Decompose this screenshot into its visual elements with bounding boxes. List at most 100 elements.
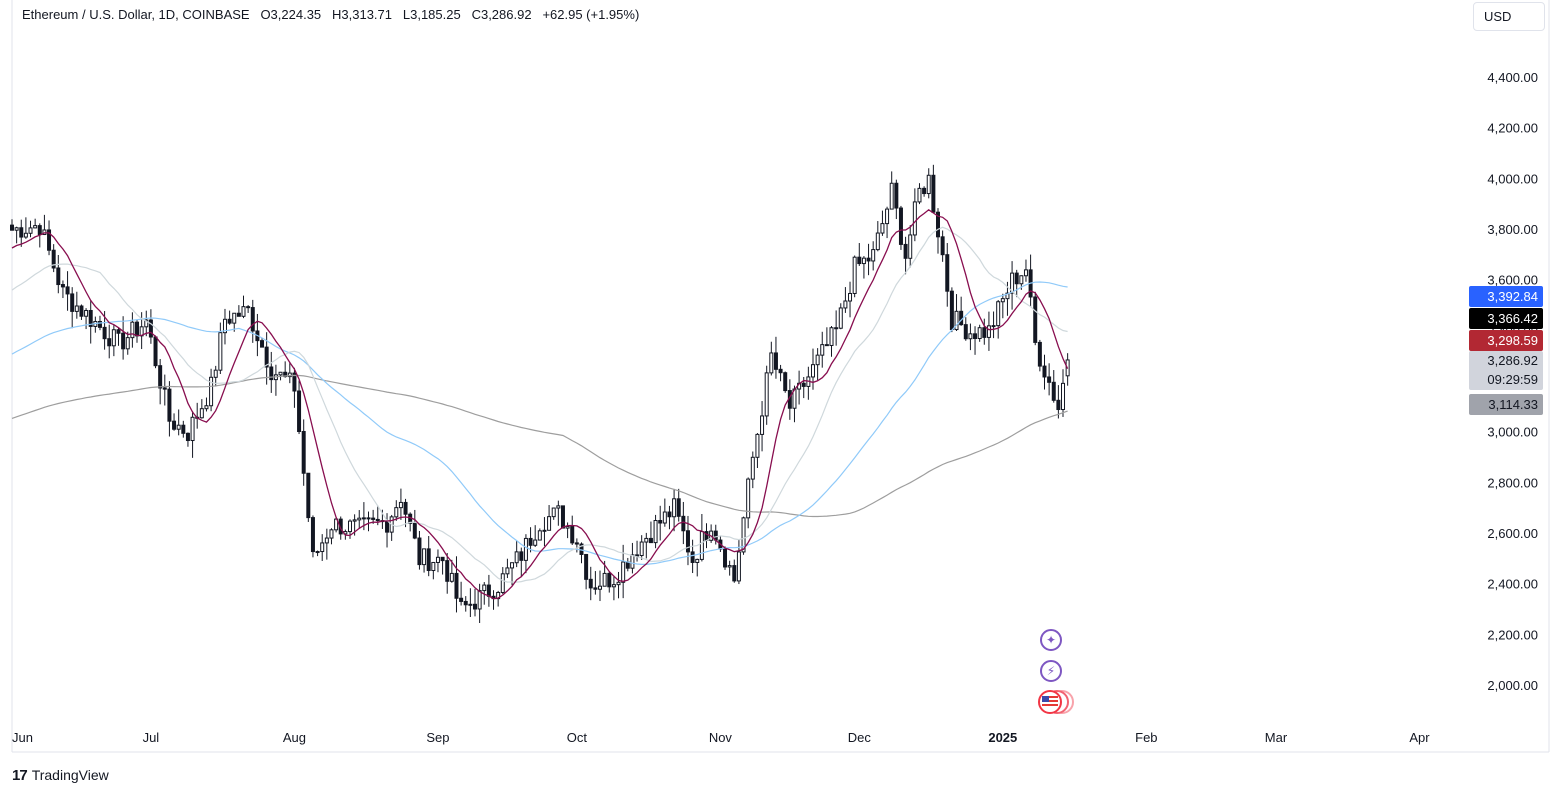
candle-up — [810, 364, 815, 378]
candle-down — [153, 336, 158, 367]
candle-down — [723, 548, 728, 568]
candle-down — [584, 553, 589, 580]
candle-up — [28, 227, 33, 234]
candle-down — [70, 293, 75, 312]
candle-down — [375, 518, 380, 522]
candle-down — [783, 372, 788, 392]
candle-up — [736, 551, 741, 582]
candle-up — [468, 603, 473, 606]
candle-down — [607, 572, 612, 588]
candle-up — [199, 408, 204, 419]
tradingview-logo[interactable]: 17 TradingView — [12, 764, 109, 786]
ma-long-line — [11, 374, 1068, 518]
candle-down — [658, 519, 663, 524]
ma-gray-price-label: 3,114.33 — [1469, 394, 1543, 415]
candle-down — [690, 551, 695, 563]
candle-down — [445, 560, 450, 582]
candle-down — [297, 390, 302, 432]
candle-up — [144, 319, 149, 328]
candle-down — [1056, 399, 1061, 411]
candle-down — [635, 554, 640, 557]
candle-up — [917, 187, 922, 203]
candle-up — [838, 307, 843, 329]
candle-up — [885, 208, 890, 225]
candle-up — [477, 590, 482, 610]
candle-up — [727, 565, 732, 568]
candle-up — [598, 585, 603, 590]
candle-up — [232, 312, 237, 324]
candle-down — [732, 565, 737, 582]
candle-down — [894, 182, 899, 209]
candle-down — [148, 319, 153, 338]
sparkle-icon[interactable]: ✦ — [1040, 629, 1062, 651]
candle-down — [167, 388, 172, 422]
candle-up — [1019, 275, 1024, 285]
candle-up — [1023, 269, 1028, 277]
candle-up — [639, 541, 644, 557]
us-flag-icon[interactable] — [1038, 690, 1062, 714]
candle-up — [848, 292, 853, 302]
tradingview-mark-icon: 17 — [12, 766, 28, 784]
candle-down — [574, 542, 579, 545]
candle-up — [547, 516, 552, 531]
candle-down — [570, 525, 575, 544]
currency-button[interactable]: USD — [1473, 2, 1545, 31]
candle-down — [866, 257, 871, 262]
ma-mid-line — [11, 281, 1068, 565]
candle-up — [510, 562, 515, 569]
candle-down — [116, 329, 121, 334]
candle-up — [996, 301, 1001, 327]
candle-down — [158, 365, 163, 389]
legend-open: O3,224.35 — [260, 7, 322, 22]
candle-down — [463, 600, 468, 606]
candle-up — [449, 572, 454, 582]
candle-down — [528, 537, 533, 546]
candle-up — [241, 306, 246, 317]
candle-down — [97, 320, 102, 328]
candle-down — [940, 236, 945, 256]
candle-up — [871, 249, 876, 262]
candle-down — [963, 324, 968, 340]
candle-up — [815, 354, 820, 366]
candle-up — [334, 518, 339, 531]
candle-down — [440, 556, 445, 562]
candle-up — [991, 325, 996, 328]
x-tick-label: Sep — [426, 730, 449, 745]
lightning-icon[interactable]: ⚡ — [1040, 660, 1062, 682]
candle-down — [1042, 365, 1047, 378]
y-tick-label: 2,600.00 — [1487, 526, 1538, 541]
candle-down — [681, 515, 686, 532]
candle-up — [33, 225, 38, 229]
candle-up — [662, 511, 667, 524]
candle-down — [417, 537, 422, 566]
candle-up — [204, 405, 209, 410]
candle-down — [486, 584, 491, 597]
candle-up — [422, 548, 427, 566]
candle-down — [1047, 376, 1052, 383]
candle-up — [218, 332, 223, 371]
candle-down — [310, 517, 315, 553]
candle-down — [301, 430, 306, 474]
x-tick-label: Jul — [143, 730, 160, 745]
candle-up — [347, 520, 352, 533]
candle-up — [875, 232, 880, 251]
candle-down — [676, 498, 681, 517]
ma-blue-price-label: 3,392.84 — [1469, 286, 1543, 307]
candle-up — [398, 501, 403, 509]
candle-up — [644, 537, 649, 543]
candle-up — [320, 542, 325, 553]
candle-down — [51, 249, 56, 269]
candle-down — [1037, 341, 1042, 367]
candle-up — [852, 256, 857, 294]
candle-down — [185, 432, 190, 442]
candle-down — [931, 174, 936, 213]
candle-up — [213, 369, 218, 378]
y-tick-label: 2,200.00 — [1487, 627, 1538, 642]
candle-down — [246, 306, 251, 309]
candle-up — [556, 505, 561, 509]
y-tick-label: 3,600.00 — [1487, 273, 1538, 288]
candle-down — [459, 597, 464, 602]
candle-up — [111, 329, 116, 347]
bar-countdown: 09:29:59 — [1487, 372, 1538, 387]
